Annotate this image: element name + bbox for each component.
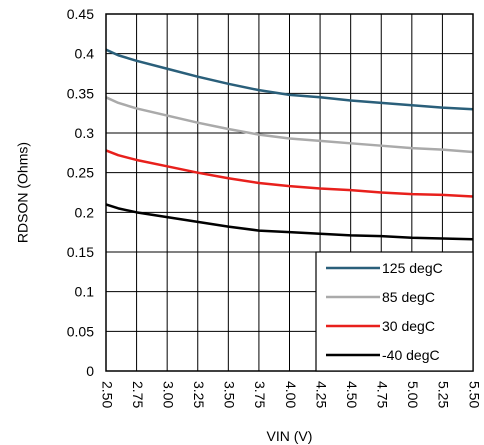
plot-frame [105, 13, 474, 372]
y-axis-label: RDSON (Ohms) [15, 142, 31, 243]
x-tick-label: 5.00 [405, 381, 421, 408]
x-tick-label: 3.75 [252, 381, 268, 408]
legend-box [315, 251, 474, 372]
y-tick-label: 0.3 [75, 125, 95, 141]
series-line-2 [105, 149, 474, 198]
legend-label-3: -40 degC [382, 347, 440, 363]
x-tick-label: 3.50 [222, 381, 238, 408]
x-tick-label: 2.50 [99, 381, 115, 408]
x-tick-label: 5.50 [466, 381, 482, 408]
x-tick-label: 5.25 [436, 381, 452, 408]
x-tick-label: 4.00 [283, 381, 299, 408]
y-tick-label: 0 [86, 363, 94, 379]
y-tick-labels: 0 0.05 0.1 0.15 0.2 0.25 0.3 0.35 0.4 0.45 [67, 6, 94, 379]
y-tick-label: 0.25 [67, 165, 94, 181]
y-tick-label: 0.1 [75, 284, 95, 300]
legend-label-2: 30 degC [382, 318, 435, 334]
x-tick-label: 3.00 [160, 381, 176, 408]
y-tick-label: 0.05 [67, 323, 94, 339]
series-line-0 [105, 48, 474, 111]
x-tick-label: 4.25 [313, 381, 329, 408]
legend-label-1: 85 degC [382, 289, 435, 305]
y-tick-label: 0.2 [75, 204, 95, 220]
x-tick-label: 4.75 [375, 381, 391, 408]
legend-label-0: 125 degC [382, 260, 443, 276]
y-tick-label: 0.35 [67, 85, 94, 101]
series-line-1 [105, 96, 474, 154]
legend: 125 degC 85 degC 30 degC -40 degC [315, 251, 474, 372]
x-tick-label: 2.75 [130, 381, 146, 408]
y-tick-label: 0.15 [67, 244, 94, 260]
y-tick-label: 0.45 [67, 6, 94, 22]
x-tick-label: 3.25 [191, 381, 207, 408]
x-axis-label: VIN (V) [267, 428, 313, 444]
y-tick-label: 0.4 [75, 46, 95, 62]
x-tick-label: 4.50 [344, 381, 360, 408]
x-tick-labels: 2.50 2.75 3.00 3.25 3.50 3.75 4.00 4.25 4.50 4.75… [99, 381, 482, 408]
series-line-3 [105, 203, 474, 241]
series-lines [105, 48, 474, 241]
